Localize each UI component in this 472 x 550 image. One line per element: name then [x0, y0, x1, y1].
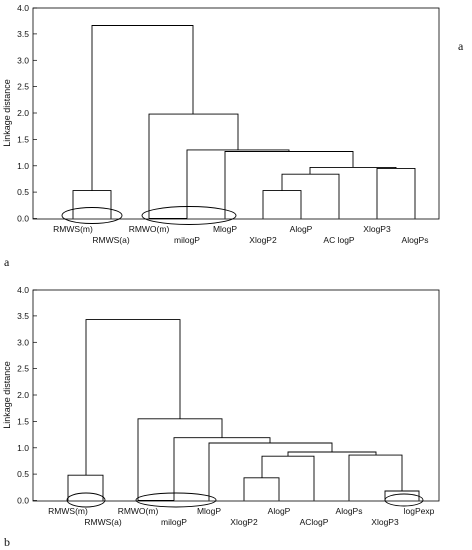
link-aclogp: [281, 173, 340, 219]
y-tick-label: 2.5: [17, 364, 29, 374]
dendrogram-links: [72, 25, 416, 219]
dendrogram-panel-a: 0.0 0.5 1.0 1.5 2.0 2.5 3.0 3.5 4.0 Link…: [2, 3, 464, 269]
y-tick-label: 0.0: [17, 496, 29, 506]
panel-letter: a: [458, 39, 464, 53]
y-tick-label: 2.5: [17, 82, 29, 92]
circled-group: [66, 492, 106, 508]
link-root: [85, 319, 181, 476]
leaf-label: AClogP: [300, 517, 329, 527]
leaf-label: RMWS(m): [53, 224, 93, 234]
link-alogps: [348, 454, 403, 501]
link-mid-group: [287, 451, 377, 457]
link-mlogp: [173, 437, 271, 501]
circled-group: [141, 206, 237, 225]
leaf-label: RMWO(m): [129, 224, 170, 234]
y-tick-label: 1.0: [17, 443, 29, 453]
link-aclogp: [261, 455, 315, 501]
y-tick-label: 3.0: [17, 55, 29, 65]
y-tick-label: 1.0: [17, 161, 29, 171]
leaf-label: AlogPs: [402, 235, 429, 245]
link-xlogp2-alogp: [262, 190, 302, 219]
y-tick-label: 0.5: [17, 469, 29, 479]
y-tick-label: 4.0: [17, 3, 29, 13]
circled-group: [135, 492, 217, 508]
leaf-label: MlogP: [213, 224, 237, 234]
link-upper-group: [208, 442, 333, 501]
y-tick-label: 0.0: [17, 214, 29, 224]
plot-frame: [32, 7, 440, 220]
y-tick-label: 0.5: [17, 187, 29, 197]
leaf-label: RMWS(m): [48, 506, 88, 516]
panel-letter: a: [4, 255, 10, 269]
y-axis-label: Linkage distance: [2, 361, 12, 429]
leaf-label: AlogPs: [336, 506, 363, 516]
leaf-label: AlogP: [290, 224, 313, 234]
y-tick-label: 3.0: [17, 337, 29, 347]
dendrogram-panel-b: 0.0 0.5 1.0 1.5 2.0 2.5 3.0 3.5 4.0 Link…: [2, 285, 440, 549]
leaf-label: XlogP2: [230, 517, 258, 527]
leaf-label: RMWO(m): [118, 506, 159, 516]
dendrogram-links: [67, 319, 420, 501]
y-tick-label: 2.0: [17, 108, 29, 118]
y-axis: 0.0 0.5 1.0 1.5 2.0 2.5 3.0 3.5 4.0 Link…: [2, 3, 37, 224]
y-tick-label: 1.5: [17, 134, 29, 144]
leaf-label: RMWS(a): [84, 517, 121, 527]
y-tick-label: 2.0: [17, 390, 29, 400]
link-xlogp2-alogp: [243, 477, 280, 501]
link-root: [91, 25, 194, 191]
leaf-label: AlogP: [268, 506, 291, 516]
y-axis: 0.0 0.5 1.0 1.5 2.0 2.5 3.0 3.5 4.0 Link…: [2, 285, 37, 506]
plot-frame: [32, 289, 440, 502]
leaf-label: XlogP3: [371, 517, 399, 527]
y-tick-label: 4.0: [17, 285, 29, 295]
circled-group: [61, 207, 123, 224]
circled-group: [384, 493, 424, 507]
leaf-label: RMWS(a): [92, 235, 129, 245]
leaf-label: milogP: [174, 235, 200, 245]
leaf-label: XlogP3: [363, 224, 391, 234]
leaf-labels: RMWS(m) RMWS(a) RMWO(m) milogP MlogP Xlo…: [48, 506, 434, 527]
link-rmws: [67, 474, 104, 501]
leaf-label: milogP: [161, 517, 187, 527]
leaf-label: MlogP: [197, 506, 221, 516]
leaf-label: AC logP: [323, 235, 355, 245]
link-rmws: [72, 190, 112, 219]
y-axis-label: Linkage distance: [2, 79, 12, 147]
link-rmwo-block: [148, 113, 239, 219]
y-tick-label: 3.5: [17, 311, 29, 321]
y-tick-label: 1.5: [17, 416, 29, 426]
leaf-label: logPexp: [404, 506, 435, 516]
y-tick-label: 3.5: [17, 29, 29, 39]
leaf-labels: RMWS(m) RMWS(a) RMWO(m) milogP MlogP Xlo…: [53, 224, 428, 245]
panel-letter: b: [4, 535, 10, 549]
link-xlogp3-alogps: [376, 167, 416, 219]
link-upper-group: [224, 151, 354, 219]
link-mlogp: [186, 149, 290, 219]
leaf-label: XlogP2: [249, 235, 277, 245]
